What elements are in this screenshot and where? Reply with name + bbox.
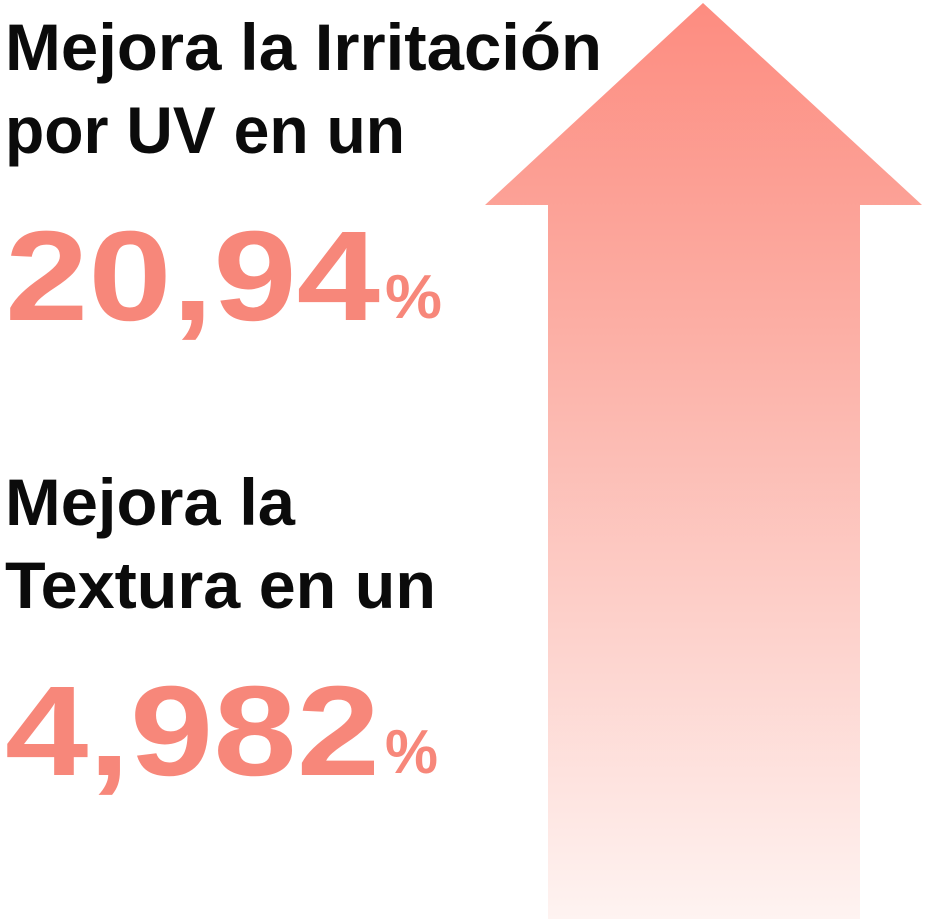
stat-number: 20,94 xyxy=(5,205,380,348)
stat-label: por UV en un xyxy=(5,93,405,167)
stat-unit: % xyxy=(385,263,442,332)
up-arrow xyxy=(485,3,922,919)
stat-label: Mejora la xyxy=(5,465,296,539)
stat-label: Textura en un xyxy=(5,548,436,622)
stat-label: Mejora la Irritación xyxy=(5,10,602,84)
stat-unit: % xyxy=(385,718,438,787)
stat-number: 4,982 xyxy=(5,660,380,803)
